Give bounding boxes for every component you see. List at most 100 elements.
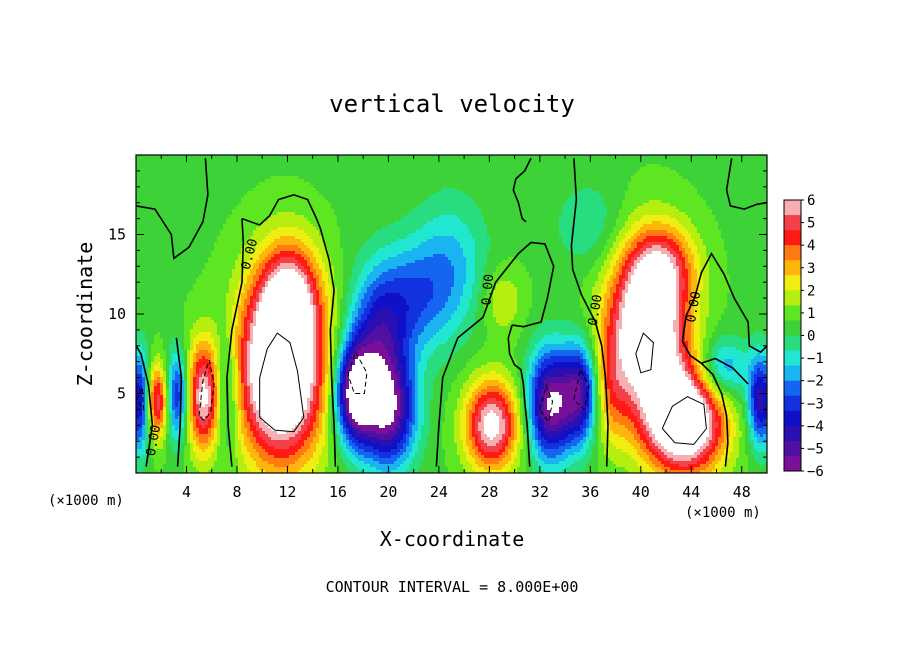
heatmap-cell xyxy=(331,158,334,161)
heatmap-cell xyxy=(217,182,220,185)
heatmap-cell xyxy=(193,164,196,167)
heatmap-cell xyxy=(721,221,724,224)
heatmap-cell xyxy=(181,164,184,167)
heatmap-cell xyxy=(628,221,631,224)
heatmap-cell xyxy=(532,185,535,188)
heatmap-cell xyxy=(481,218,484,221)
heatmap-cell xyxy=(331,188,334,191)
heatmap-cell xyxy=(502,182,505,185)
heatmap-cell xyxy=(328,224,331,227)
heatmap-cell xyxy=(400,215,403,218)
heatmap-cell xyxy=(751,191,754,194)
heatmap-cell xyxy=(220,185,223,188)
heatmap-cell xyxy=(415,170,418,173)
heatmap-cell xyxy=(694,185,697,188)
heatmap-cell xyxy=(703,206,706,209)
heatmap-cell xyxy=(190,224,193,227)
heatmap-cell xyxy=(460,203,463,206)
heatmap-cell xyxy=(514,215,517,218)
heatmap-cell xyxy=(190,167,193,170)
heatmap-cell xyxy=(292,200,295,203)
heatmap-cell xyxy=(238,206,241,209)
heatmap-cell xyxy=(319,215,322,218)
heatmap-cell xyxy=(274,197,277,200)
heatmap-cell xyxy=(244,170,247,173)
heatmap-cell xyxy=(247,188,250,191)
heatmap-cell xyxy=(232,200,235,203)
heatmap-cell xyxy=(298,161,301,164)
heatmap-cell xyxy=(721,206,724,209)
heatmap-cell xyxy=(445,173,448,176)
heatmap-cell xyxy=(415,176,418,179)
heatmap-cell xyxy=(160,167,163,170)
heatmap-cell xyxy=(526,200,529,203)
heatmap-cell xyxy=(526,212,529,215)
heatmap-cell xyxy=(163,167,166,170)
heatmap-cell xyxy=(205,215,208,218)
heatmap-cell xyxy=(313,188,316,191)
heatmap-cell xyxy=(217,179,220,182)
heatmap-cell xyxy=(436,200,439,203)
heatmap-cell xyxy=(754,191,757,194)
heatmap-cell xyxy=(739,164,742,167)
heatmap-cell xyxy=(367,182,370,185)
heatmap-cell xyxy=(586,188,589,191)
heatmap-cell xyxy=(226,161,229,164)
heatmap-cell xyxy=(190,212,193,215)
heatmap-cell xyxy=(643,164,646,167)
heatmap-cell xyxy=(508,212,511,215)
heatmap-cell xyxy=(220,179,223,182)
heatmap-cell xyxy=(700,221,703,224)
heatmap-cell xyxy=(637,170,640,173)
heatmap-cell xyxy=(613,197,616,200)
heatmap-cell xyxy=(196,224,199,227)
heatmap-cell xyxy=(727,158,730,161)
heatmap-cell xyxy=(664,200,667,203)
heatmap-cell xyxy=(241,170,244,173)
heatmap-cell xyxy=(589,209,592,212)
heatmap-cell xyxy=(550,212,553,215)
heatmap-cell xyxy=(337,203,340,206)
heatmap-cell xyxy=(208,203,211,206)
heatmap-cell xyxy=(376,158,379,161)
heatmap-cell xyxy=(526,218,529,221)
heatmap-cell xyxy=(409,167,412,170)
heatmap-cell xyxy=(283,176,286,179)
heatmap-cell xyxy=(544,203,547,206)
heatmap-cell xyxy=(526,188,529,191)
heatmap-cell xyxy=(184,194,187,197)
heatmap-cell xyxy=(280,221,283,224)
heatmap-cell xyxy=(430,206,433,209)
heatmap-cell xyxy=(628,176,631,179)
heatmap-cell xyxy=(307,173,310,176)
heatmap-cell xyxy=(679,221,682,224)
heatmap-cell xyxy=(238,197,241,200)
heatmap-cell xyxy=(271,170,274,173)
heatmap-cell xyxy=(142,182,145,185)
heatmap-cell xyxy=(628,200,631,203)
heatmap-cell xyxy=(640,167,643,170)
heatmap-cell xyxy=(139,167,142,170)
heatmap-cell xyxy=(283,167,286,170)
heatmap-cell xyxy=(280,158,283,161)
heatmap-cell xyxy=(592,191,595,194)
heatmap-cell xyxy=(367,203,370,206)
heatmap-cell xyxy=(211,203,214,206)
heatmap-cell xyxy=(262,167,265,170)
heatmap-cell xyxy=(685,218,688,221)
heatmap-cell xyxy=(685,188,688,191)
heatmap-cell xyxy=(736,212,739,215)
heatmap-cell xyxy=(349,161,352,164)
heatmap-cell xyxy=(202,182,205,185)
heatmap-cell xyxy=(481,224,484,227)
heatmap-cell xyxy=(208,221,211,224)
heatmap-cell xyxy=(238,173,241,176)
heatmap-cell xyxy=(547,224,550,227)
heatmap-cell xyxy=(625,170,628,173)
heatmap-cell xyxy=(154,194,157,197)
heatmap-cell xyxy=(694,173,697,176)
heatmap-cell xyxy=(193,158,196,161)
heatmap-cell xyxy=(313,203,316,206)
heatmap-cell xyxy=(472,182,475,185)
heatmap-cell xyxy=(313,167,316,170)
